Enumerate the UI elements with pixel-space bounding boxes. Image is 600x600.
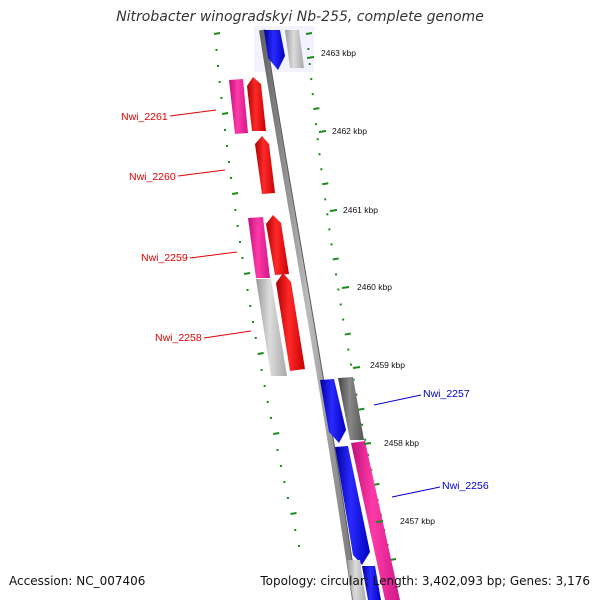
feature-2258-cds bbox=[276, 273, 305, 371]
gene-labels: Nwi_2261 Nwi_2260 Nwi_2259 Nwi_2258 Nwi_… bbox=[121, 111, 489, 492]
genome-summary: Topology: circular; Length: 3,402,093 bp… bbox=[260, 574, 590, 588]
gene-label-nwi-2260: Nwi_2260 bbox=[129, 171, 176, 183]
track-tick bbox=[243, 272, 251, 275]
track-tick bbox=[290, 512, 297, 515]
feature-2260-cds bbox=[255, 136, 275, 194]
track-tick bbox=[332, 257, 339, 261]
kbp-label-2463: 2463 kbp bbox=[321, 48, 356, 58]
track-tick bbox=[221, 112, 229, 115]
track-tick bbox=[257, 352, 264, 355]
track-tick bbox=[273, 432, 280, 435]
kbp-label-2459: 2459 kbp bbox=[370, 360, 405, 370]
feature-2261-gene bbox=[229, 79, 248, 134]
kbp-label-2457: 2457 kbp bbox=[400, 516, 435, 526]
feature-2256-gene bbox=[351, 441, 400, 600]
accession-label: Accession: NC_007406 bbox=[9, 574, 146, 588]
track-tick bbox=[322, 182, 329, 186]
track-tick bbox=[313, 107, 320, 111]
gene-label-nwi-2257: Nwi_2257 bbox=[423, 388, 470, 400]
feature-top-blue bbox=[264, 30, 285, 70]
track-tick bbox=[358, 407, 365, 411]
gene-label-nwi-2256: Nwi_2256 bbox=[442, 480, 489, 492]
gene-features bbox=[229, 30, 400, 600]
track-tick bbox=[344, 332, 351, 336]
feature-2257-gene bbox=[338, 377, 364, 440]
feature-2257-cds bbox=[320, 379, 346, 443]
feature-bottom-grey bbox=[347, 560, 366, 600]
kbp-label-2462: 2462 kbp bbox=[332, 126, 367, 136]
feature-bottom-blue bbox=[362, 566, 381, 600]
track-tick bbox=[305, 32, 313, 35]
feature-top-grey bbox=[285, 30, 304, 68]
track-tick bbox=[213, 32, 221, 35]
gene-label-nwi-2259: Nwi_2259 bbox=[141, 252, 188, 264]
feature-2259-gene bbox=[248, 217, 270, 278]
kbp-label-2458: 2458 kbp bbox=[384, 438, 419, 448]
gene-label-nwi-2258: Nwi_2258 bbox=[155, 332, 202, 344]
feature-2261-cds bbox=[247, 77, 266, 131]
track-tick bbox=[231, 192, 239, 195]
kbp-label-2460: 2460 kbp bbox=[357, 282, 392, 292]
kbp-axis: 2463 kbp 2462 kbp 2461 kbp 2460 kbp 2459… bbox=[306, 48, 435, 526]
feature-2258-gene bbox=[256, 279, 287, 376]
feature-2259-cds bbox=[266, 215, 289, 275]
feature-2256-cds bbox=[335, 446, 370, 565]
kbp-label-2461: 2461 kbp bbox=[343, 205, 378, 215]
genome-backbone bbox=[259, 29, 359, 600]
label-leaders bbox=[169, 109, 441, 498]
gene-label-nwi-2261: Nwi_2261 bbox=[121, 111, 168, 123]
map-title: Nitrobacter winogradskyi Nb-255, complet… bbox=[116, 9, 484, 25]
